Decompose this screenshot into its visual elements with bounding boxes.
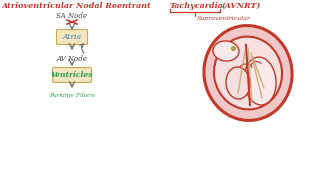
Ellipse shape [213,41,239,61]
Text: Atria: Atria [62,33,82,41]
FancyBboxPatch shape [57,30,87,44]
Text: SA Node: SA Node [57,12,87,20]
Text: Supraventricular: Supraventricular [197,16,251,21]
Text: Atrioventricular Nodal Reentrant: Atrioventricular Nodal Reentrant [2,2,152,10]
Text: AV Node: AV Node [57,55,87,63]
Ellipse shape [226,67,250,99]
FancyArrowPatch shape [80,44,84,53]
Text: Tachycardia: Tachycardia [170,2,224,10]
Ellipse shape [244,57,276,105]
Text: (AVNRT): (AVNRT) [222,2,261,10]
Ellipse shape [204,26,292,120]
Text: Purkinje Fibers: Purkinje Fibers [49,93,95,98]
Text: Ventricles: Ventricles [51,71,93,79]
Ellipse shape [214,37,282,109]
FancyBboxPatch shape [52,68,92,82]
